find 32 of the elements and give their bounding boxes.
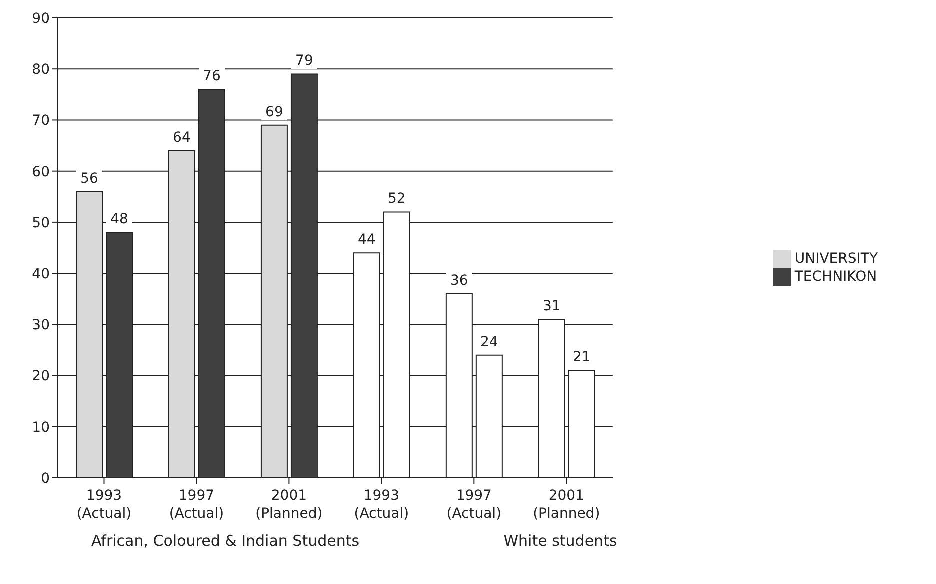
x-tick-label: 1997 (Actual): [446, 488, 502, 522]
data-label: 44: [358, 232, 376, 248]
y-tick-label: 30: [32, 318, 50, 334]
y-tick-label: 0: [41, 470, 50, 487]
y-tick-label: 20: [32, 368, 50, 385]
data-label: 21: [572, 350, 591, 366]
x-tick-label: 1993 (Actual): [76, 488, 132, 522]
legend-label: UNIVERSITY: [794, 250, 878, 267]
data-label: 31: [542, 298, 561, 315]
y-tick-label: 90: [32, 10, 50, 27]
legend-label: TECHNIKON: [794, 268, 878, 285]
y-tick-label: 80: [32, 62, 50, 78]
data-label: 79: [296, 53, 314, 70]
data-label: 48: [110, 212, 128, 228]
data-label: 76: [203, 68, 221, 85]
y-tick-label: 50: [32, 215, 50, 232]
x-tick-label: 1993 (Actual): [354, 488, 410, 522]
x-tick-label: 2001 (Planned): [533, 488, 600, 522]
y-tick-label: 10: [32, 420, 50, 436]
data-label: 36: [450, 273, 468, 289]
data-label: 69: [266, 104, 284, 120]
data-label: 24: [480, 334, 498, 350]
x-tick-label: 1997 (Actual): [169, 488, 224, 522]
y-tick-label: 60: [32, 164, 50, 180]
y-tick-label: 70: [32, 113, 50, 130]
data-label: 64: [173, 130, 191, 146]
text: White students: [502, 532, 618, 550]
x-tick-label: 2001 (Planned): [256, 488, 323, 522]
y-tick-label: 40: [32, 266, 50, 283]
text: African, Coloured & Indian Students: [90, 532, 361, 550]
data-label: 52: [388, 191, 406, 208]
data-label: 56: [80, 170, 98, 187]
